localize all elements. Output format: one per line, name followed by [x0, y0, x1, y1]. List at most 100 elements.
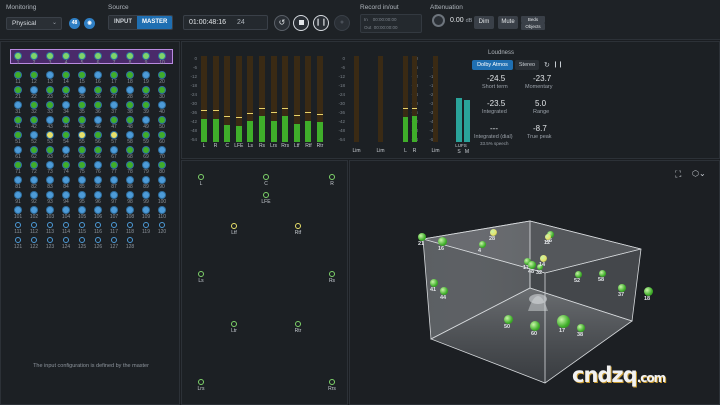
channel-dot[interactable]	[159, 177, 165, 183]
channel-dot[interactable]	[31, 53, 37, 59]
channel-dot[interactable]	[111, 237, 117, 243]
channel-dot[interactable]	[143, 207, 149, 213]
channel-dot[interactable]	[95, 102, 101, 108]
channel-dot[interactable]	[63, 117, 69, 123]
channel-dot[interactable]	[159, 53, 165, 59]
dim-button[interactable]: Dim	[474, 16, 494, 29]
speaker-ls[interactable]	[198, 271, 204, 277]
master-button[interactable]: MASTER	[137, 16, 173, 29]
channel-dot[interactable]	[111, 102, 117, 108]
channel-dot[interactable]	[79, 53, 85, 59]
channel-dot[interactable]	[127, 102, 133, 108]
timecode-display[interactable]: 01:00:48:16 24	[183, 15, 268, 30]
audio-object[interactable]	[437, 236, 447, 246]
channel-dot[interactable]	[79, 147, 85, 153]
channel-dot[interactable]	[63, 102, 69, 108]
speaker-l[interactable]	[198, 174, 204, 180]
channel-dot[interactable]	[47, 147, 53, 153]
channel-dot[interactable]	[143, 177, 149, 183]
audio-object[interactable]	[530, 321, 540, 331]
channel-dot[interactable]	[47, 117, 53, 123]
channel-dot[interactable]	[79, 162, 85, 168]
channel-dot[interactable]	[127, 177, 133, 183]
channel-dot[interactable]	[111, 72, 117, 78]
channel-dot[interactable]	[63, 87, 69, 93]
channel-dot[interactable]	[95, 177, 101, 183]
channel-dot[interactable]	[47, 53, 53, 59]
audio-object[interactable]	[503, 314, 513, 324]
speaker-ltr[interactable]	[231, 321, 237, 327]
input-button[interactable]: INPUT	[109, 16, 137, 29]
history-icon[interactable]: ↺	[274, 15, 290, 31]
channel-dot[interactable]	[31, 87, 37, 93]
beds-button[interactable]: Beds	[521, 16, 545, 23]
channel-dot[interactable]	[79, 177, 85, 183]
audio-object[interactable]	[523, 257, 531, 265]
speaker-ltf[interactable]	[231, 223, 237, 229]
channel-dot[interactable]	[159, 72, 165, 78]
audio-object[interactable]	[537, 264, 543, 270]
channel-dot[interactable]	[143, 222, 149, 228]
pause-button[interactable]: ❙❙	[313, 15, 329, 31]
channel-dot[interactable]	[15, 102, 21, 108]
channel-dot[interactable]	[79, 117, 85, 123]
channel-dot[interactable]	[127, 192, 133, 198]
channel-dot[interactable]	[127, 207, 133, 213]
channel-dot[interactable]	[79, 192, 85, 198]
channel-dot[interactable]	[111, 207, 117, 213]
audio-object[interactable]	[478, 240, 486, 248]
channel-dot[interactable]	[79, 222, 85, 228]
tab-stereo[interactable]: Stereo	[515, 60, 539, 70]
stop-button[interactable]	[293, 15, 309, 31]
channel-dot[interactable]	[31, 117, 37, 123]
channel-dot[interactable]	[143, 53, 149, 59]
channel-dot[interactable]	[111, 87, 117, 93]
audio-object[interactable]	[598, 269, 606, 277]
channel-dot[interactable]	[143, 192, 149, 198]
channel-dot[interactable]	[79, 207, 85, 213]
channel-dot[interactable]	[159, 132, 165, 138]
speaker-rs[interactable]	[329, 271, 335, 277]
channel-dot[interactable]	[127, 132, 133, 138]
audio-object[interactable]	[528, 261, 536, 269]
channel-dot[interactable]	[63, 192, 69, 198]
speaker-lrs[interactable]	[198, 379, 204, 385]
channel-dot[interactable]	[143, 117, 149, 123]
channel-dot[interactable]	[159, 147, 165, 153]
speaker-rtr[interactable]	[295, 321, 301, 327]
channel-dot[interactable]	[143, 102, 149, 108]
channel-dot[interactable]	[79, 72, 85, 78]
channel-dot[interactable]	[111, 177, 117, 183]
channel-dot[interactable]	[31, 237, 37, 243]
objects-button[interactable]: Objects	[521, 23, 545, 30]
channel-dot[interactable]	[143, 162, 149, 168]
channel-dot[interactable]	[159, 192, 165, 198]
channel-dot[interactable]	[63, 132, 69, 138]
channel-dot[interactable]	[31, 177, 37, 183]
channel-dot[interactable]	[15, 132, 21, 138]
channel-dot[interactable]	[15, 53, 21, 59]
channel-dot[interactable]	[95, 117, 101, 123]
channel-dot[interactable]	[31, 222, 37, 228]
channel-dot[interactable]	[15, 207, 21, 213]
channel-dot[interactable]	[111, 192, 117, 198]
channel-dot[interactable]	[159, 87, 165, 93]
channel-dot[interactable]	[79, 237, 85, 243]
audio-object[interactable]	[440, 287, 448, 295]
channel-dot[interactable]	[31, 162, 37, 168]
channel-dot[interactable]	[63, 162, 69, 168]
channel-dot[interactable]	[31, 207, 37, 213]
channel-dot[interactable]	[47, 237, 53, 243]
channel-dot[interactable]	[15, 222, 21, 228]
speaker-c[interactable]	[263, 174, 269, 180]
audio-object[interactable]	[545, 234, 551, 240]
channel-dot[interactable]	[63, 53, 69, 59]
channel-dot[interactable]	[15, 147, 21, 153]
channel-dot[interactable]	[31, 192, 37, 198]
channel-dot[interactable]	[159, 207, 165, 213]
channel-dot[interactable]	[15, 162, 21, 168]
channel-dot[interactable]	[111, 222, 117, 228]
channel-dot[interactable]	[15, 72, 21, 78]
audio-object[interactable]	[418, 233, 426, 241]
channel-dot[interactable]	[159, 102, 165, 108]
